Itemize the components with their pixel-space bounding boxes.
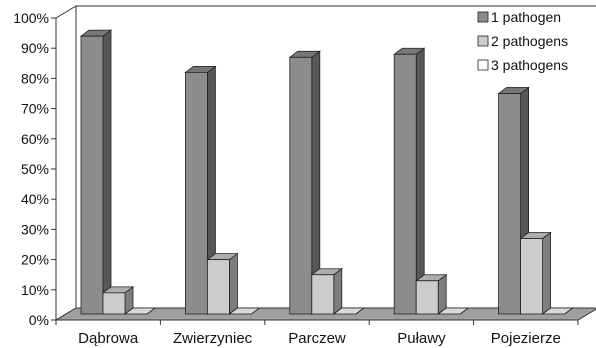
bar-front [393, 53, 417, 315]
y-axis: 0% 10% 20% 30% 40% 50% 60% 70% 80% 90% 100% [13, 10, 57, 328]
bar-2-pathogens-pojezierze [519, 231, 552, 315]
bar-top [541, 307, 574, 315]
y-tick-label: 0% [29, 312, 49, 328]
bar-1-pathogen-dabrowa [79, 29, 113, 315]
legend-swatch [477, 59, 489, 71]
bar-1-pathogen-zwierzyniec [184, 65, 217, 315]
bar-front [102, 292, 126, 315]
y-tick-label: 50% [21, 161, 49, 177]
bar-front [498, 93, 522, 315]
bar-1-pathogen-parczew [288, 50, 321, 315]
x-tick-label-dabrowa: Dąbrowa [78, 330, 139, 347]
bar-side [333, 267, 343, 315]
bar-side [542, 231, 551, 315]
x-tick-label-pulawy: Puławy [397, 330, 446, 347]
legend-item-1-pathogen: 1 pathogen [477, 9, 561, 25]
bar-front [80, 35, 104, 315]
bar-top [332, 307, 365, 315]
x-tick-label-zwierzyniec: Zwierzyniec [173, 330, 253, 347]
bar-3-pathogens-zwierzyniec [228, 307, 261, 315]
x-axis: Dąbrowa Zwierzyniec Parczew Puławy Pojezierz… [55, 319, 579, 347]
y-tick-label: 20% [21, 252, 49, 268]
bar-top [123, 307, 157, 315]
legend-item-2-pathogens: 2 pathogens [477, 33, 568, 49]
side-wall [55, 5, 77, 321]
y-tick-label: 80% [21, 70, 49, 86]
y-tick-label: 10% [21, 282, 49, 298]
bar-top [437, 307, 470, 315]
x-tick-label-parczew: Parczew [288, 330, 346, 347]
legend-label: 3 pathogens [491, 57, 568, 73]
y-tick-label: 30% [21, 221, 49, 237]
legend: 1 pathogen 2 pathogens 3 pathogens [477, 9, 568, 73]
bar-1-pathogen-pulawy [393, 47, 426, 315]
y-tick-label: 90% [21, 40, 49, 56]
bar-3-pathogens-parczew [332, 307, 365, 315]
bar-2-pathogens-zwierzyniec [206, 252, 239, 315]
y-tick-label: 100% [13, 10, 49, 26]
bar-3-pathogens-dabrowa [123, 307, 157, 315]
bar-2-pathogens-dabrowa [101, 286, 135, 315]
legend-label: 2 pathogens [491, 33, 568, 49]
y-tick-label: 60% [21, 131, 49, 147]
legend-swatch [477, 11, 489, 23]
bar-top [228, 307, 261, 315]
bars [79, 29, 574, 315]
bar-2-pathogens-pulawy [415, 273, 448, 315]
bar-side [102, 29, 112, 315]
bar-front [206, 259, 230, 315]
bar-side [415, 47, 425, 315]
bar-3-pathogens-pulawy [437, 307, 470, 315]
x-tick-label-pojezierze: Pojezierze [491, 330, 561, 347]
bar-3-pathogens-pojezierze [541, 307, 574, 315]
legend-swatch [477, 35, 489, 47]
legend-label: 1 pathogen [491, 9, 561, 25]
bar-side [228, 252, 238, 315]
legend-item-3-pathogens: 3 pathogens [477, 57, 568, 73]
bar-front [311, 274, 335, 315]
bar-front [289, 56, 313, 315]
bar-front [415, 280, 439, 315]
y-tick-label: 40% [21, 191, 49, 207]
y-tick-label: 70% [21, 101, 49, 117]
bar-front [184, 72, 208, 315]
bar-side [437, 273, 447, 315]
bar-front [520, 238, 543, 315]
bar-2-pathogens-parczew [310, 267, 343, 315]
